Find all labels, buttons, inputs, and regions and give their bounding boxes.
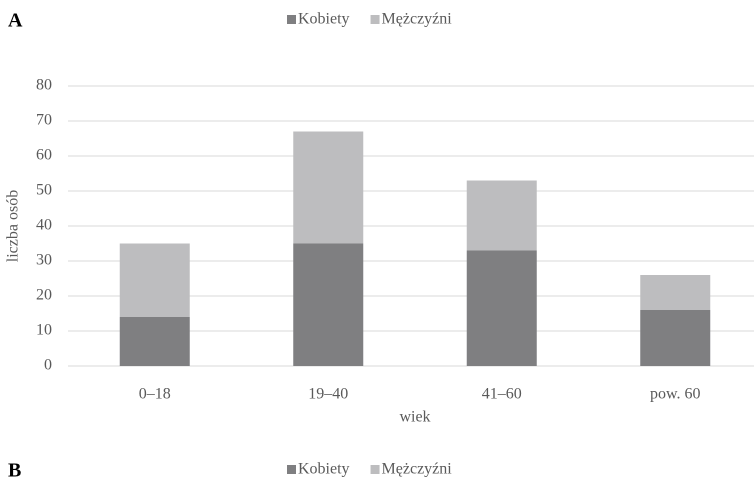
y-axis-label: liczba osób <box>5 190 22 262</box>
y-tick-label: 20 <box>36 287 52 304</box>
y-tick-label: 60 <box>36 147 52 164</box>
legend-label: Kobiety <box>298 11 350 28</box>
bar-segment <box>640 275 711 310</box>
legend-label: Mężczyźni <box>382 11 453 28</box>
y-tick-label: 50 <box>36 182 52 199</box>
bar-segment <box>293 243 364 366</box>
y-tick-label: 10 <box>36 322 52 339</box>
y-tick-label: 40 <box>36 217 52 234</box>
legend-swatch <box>370 465 380 474</box>
x-tick-label: 41–60 <box>482 386 522 403</box>
y-tick-label: 30 <box>36 252 52 269</box>
y-tick-label: 70 <box>36 112 52 129</box>
bar-segment <box>293 131 364 244</box>
legend-label: Kobiety <box>298 461 350 478</box>
y-tick-label: 0 <box>44 357 52 374</box>
x-axis-label: wiek <box>399 409 430 426</box>
bar-segment <box>640 310 711 366</box>
panel-label: B <box>8 460 21 481</box>
bar-segment <box>466 250 537 366</box>
x-tick-label: 19–40 <box>308 386 348 403</box>
y-tick-label: 80 <box>36 77 52 94</box>
legend-swatch <box>370 15 380 24</box>
bar-segment <box>466 180 537 251</box>
bar-segment <box>119 317 190 366</box>
x-tick-label: 0–18 <box>139 386 171 403</box>
legend-label: Mężczyźni <box>382 461 453 478</box>
x-tick-label: pow. 60 <box>650 386 701 403</box>
legend-swatch <box>287 465 296 474</box>
panel-label: A <box>8 10 23 32</box>
legend-swatch <box>287 15 296 24</box>
bar-segment <box>119 243 190 317</box>
